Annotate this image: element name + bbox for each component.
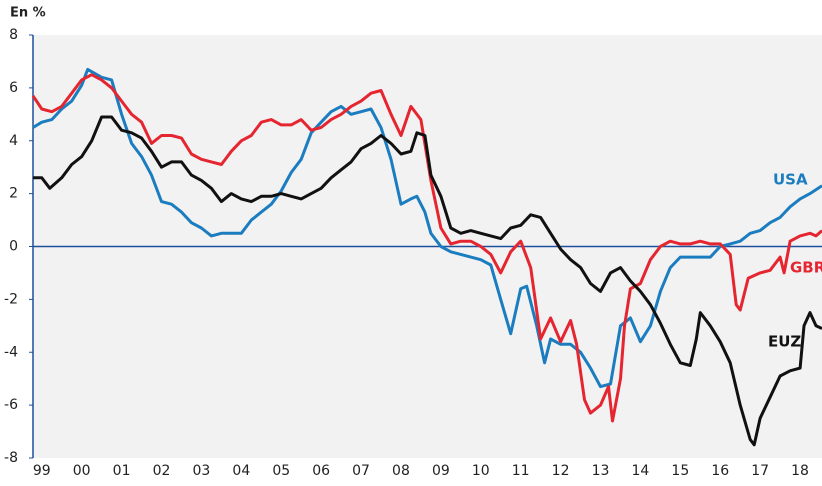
x-tick-label: 11 [512,463,530,479]
y-tick-label: 6 [9,80,18,96]
x-tick-label: 01 [113,463,131,479]
x-tick-label: 00 [73,463,91,479]
x-tick-label: 07 [352,463,370,479]
x-tick-label: 13 [592,463,610,479]
x-tick-label: 16 [711,463,729,479]
y-tick-label: -2 [4,291,18,307]
x-tick-label: 09 [432,463,450,479]
y-tick-label: -6 [4,397,18,413]
y-tick-label: -4 [4,344,18,360]
series-label: EUZ [768,333,801,351]
y-tick-label: -8 [4,450,18,466]
y-tick-label: 8 [9,27,18,43]
x-tick-label: 02 [153,463,171,479]
x-tick-label: 04 [232,463,250,479]
series-line [33,115,822,447]
x-tick-label: 06 [312,463,330,479]
y-tick-label: 0 [9,239,18,255]
x-tick-label: 03 [193,463,211,479]
x-tick-label: 05 [272,463,290,479]
x-tick-label: 18 [791,463,809,479]
y-tick-label: 2 [9,186,18,202]
series-line [32,67,822,389]
x-tick-label: 99 [33,463,51,479]
y-tick-label: 4 [9,133,18,149]
series-line [31,73,822,423]
series-label: GBR [790,259,822,277]
x-tick-label: 15 [671,463,689,479]
x-tick-label: 10 [472,463,490,479]
x-tick-label: 12 [552,463,570,479]
series-label: USA [773,171,808,189]
y-axis-label: En % [10,6,46,21]
x-tick-label: 14 [632,463,650,479]
x-tick-label: 17 [751,463,769,479]
x-tick-label: 08 [392,463,410,479]
